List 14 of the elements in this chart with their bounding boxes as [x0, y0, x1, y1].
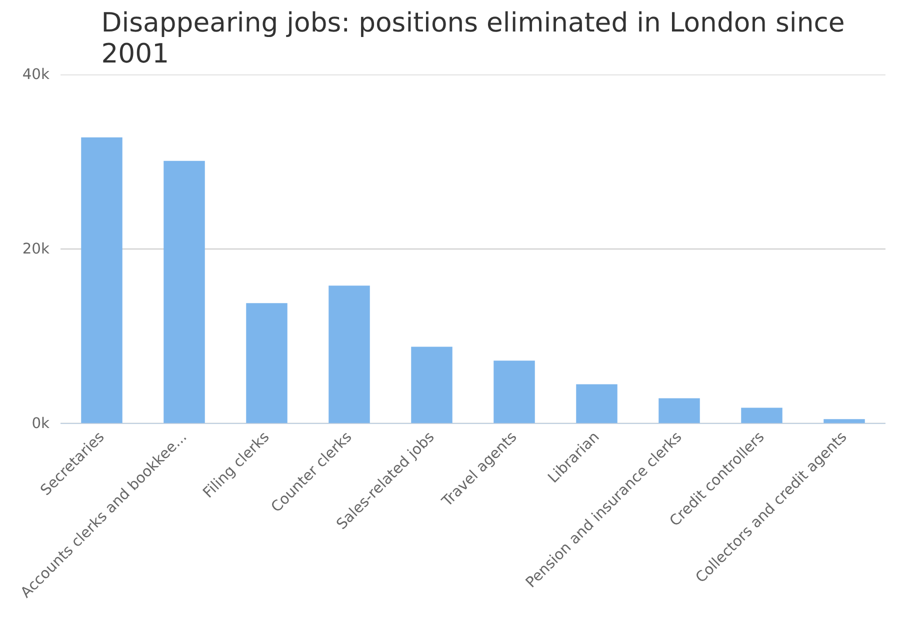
y-tick-label: 20k [22, 240, 50, 258]
y-tick-label: 0k [32, 415, 50, 432]
chart-title: Disappearing jobs: positions eliminated in London since 2001 [101, 8, 845, 70]
y-tick-label: 40k [22, 66, 50, 83]
bar [328, 286, 370, 424]
bar [741, 408, 782, 424]
bar [246, 303, 288, 424]
bar [494, 360, 535, 424]
bar [81, 137, 122, 424]
bar [411, 346, 452, 424]
bar [658, 398, 700, 424]
bar [576, 384, 618, 424]
bar [824, 419, 865, 424]
bar [164, 160, 205, 424]
